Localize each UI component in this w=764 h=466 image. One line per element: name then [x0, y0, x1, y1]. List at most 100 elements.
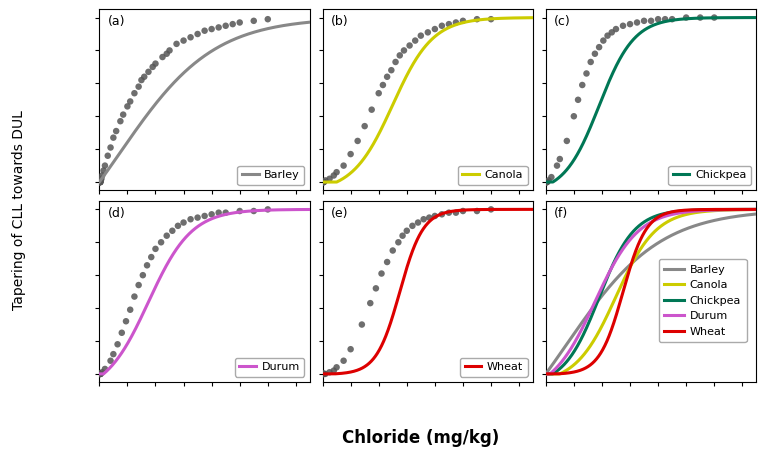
Durum: [709, 207, 718, 213]
Point: [450, 209, 462, 216]
Point: [318, 370, 330, 377]
Point: [617, 22, 629, 29]
Point: [551, 162, 563, 169]
Wheat: [686, 207, 695, 212]
Point: [96, 369, 108, 376]
Point: [485, 206, 497, 213]
Point: [457, 207, 469, 215]
Barley: [563, 341, 572, 346]
Line: Wheat: Wheat: [545, 209, 756, 374]
Point: [554, 155, 566, 163]
Barley: [705, 219, 714, 224]
Text: (e): (e): [331, 206, 348, 219]
Point: [192, 214, 204, 221]
Point: [606, 28, 618, 36]
Point: [393, 52, 406, 59]
Point: [423, 214, 435, 221]
Point: [457, 17, 469, 25]
Point: [471, 15, 483, 23]
Point: [317, 370, 329, 377]
Chickpea: [541, 371, 550, 377]
Point: [95, 177, 107, 184]
Canola: [634, 249, 643, 255]
Text: (d): (d): [108, 206, 125, 219]
Wheat: [634, 241, 643, 247]
Point: [184, 34, 196, 41]
Point: [365, 106, 377, 113]
Point: [331, 169, 343, 176]
Point: [95, 370, 107, 377]
Line: Canola: Canola: [545, 210, 756, 374]
Point: [694, 14, 706, 21]
Point: [381, 73, 393, 81]
Text: (f): (f): [554, 206, 568, 219]
Line: Barley: Barley: [545, 214, 756, 374]
Point: [112, 341, 124, 348]
Point: [319, 370, 332, 377]
Point: [317, 178, 329, 186]
Point: [212, 24, 225, 31]
Point: [601, 32, 613, 39]
Point: [317, 370, 329, 377]
Chickpea: [626, 231, 636, 237]
Point: [540, 178, 552, 186]
Point: [485, 15, 497, 23]
Point: [370, 285, 382, 292]
Point: [234, 19, 246, 26]
Point: [542, 177, 555, 184]
Point: [409, 37, 421, 44]
Point: [400, 227, 413, 234]
Chickpea: [563, 358, 572, 364]
Point: [160, 50, 173, 57]
Point: [561, 137, 573, 144]
Wheat: [752, 206, 761, 212]
Point: [94, 178, 106, 186]
Point: [94, 370, 106, 377]
Chickpea: [686, 207, 695, 213]
Point: [115, 117, 127, 125]
Point: [318, 178, 330, 186]
Point: [150, 60, 162, 68]
Point: [631, 19, 643, 26]
Point: [572, 96, 584, 103]
Point: [317, 178, 329, 186]
Point: [94, 178, 106, 186]
Point: [107, 350, 119, 358]
Point: [317, 370, 329, 377]
Point: [135, 76, 147, 84]
Point: [545, 173, 558, 181]
Point: [199, 212, 211, 219]
Point: [398, 47, 410, 54]
Point: [581, 70, 593, 77]
Point: [317, 178, 329, 186]
Point: [120, 317, 132, 325]
Point: [219, 209, 231, 216]
Point: [541, 178, 553, 186]
Durum: [626, 236, 636, 241]
Point: [338, 162, 350, 169]
Point: [317, 178, 329, 186]
Point: [99, 162, 111, 169]
Point: [328, 172, 340, 179]
Canola: [541, 371, 550, 377]
Point: [443, 21, 455, 28]
Point: [345, 151, 357, 158]
Legend: Chickpea: Chickpea: [668, 166, 751, 185]
Point: [645, 17, 657, 25]
Point: [331, 363, 343, 371]
Point: [141, 261, 153, 269]
Point: [157, 53, 169, 61]
Point: [155, 239, 167, 246]
Barley: [752, 211, 761, 217]
Chickpea: [634, 224, 643, 229]
Point: [317, 370, 329, 377]
Point: [415, 32, 427, 39]
Chickpea: [709, 207, 718, 212]
Point: [680, 14, 692, 21]
Point: [397, 232, 409, 240]
Text: (a): (a): [108, 15, 125, 28]
Point: [262, 15, 274, 23]
Point: [429, 25, 441, 33]
Point: [128, 89, 141, 97]
Chickpea: [752, 206, 761, 212]
